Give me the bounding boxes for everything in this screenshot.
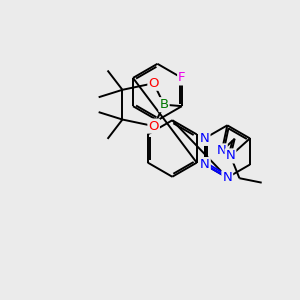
Text: N: N [200, 132, 209, 145]
Text: F: F [178, 71, 186, 84]
Text: O: O [148, 77, 159, 90]
Text: N: N [222, 171, 232, 184]
Text: N: N [226, 149, 236, 162]
Text: N: N [200, 158, 209, 171]
Text: N: N [217, 144, 227, 158]
Text: B: B [160, 98, 169, 111]
Text: N: N [200, 158, 209, 171]
Text: O: O [148, 120, 159, 133]
